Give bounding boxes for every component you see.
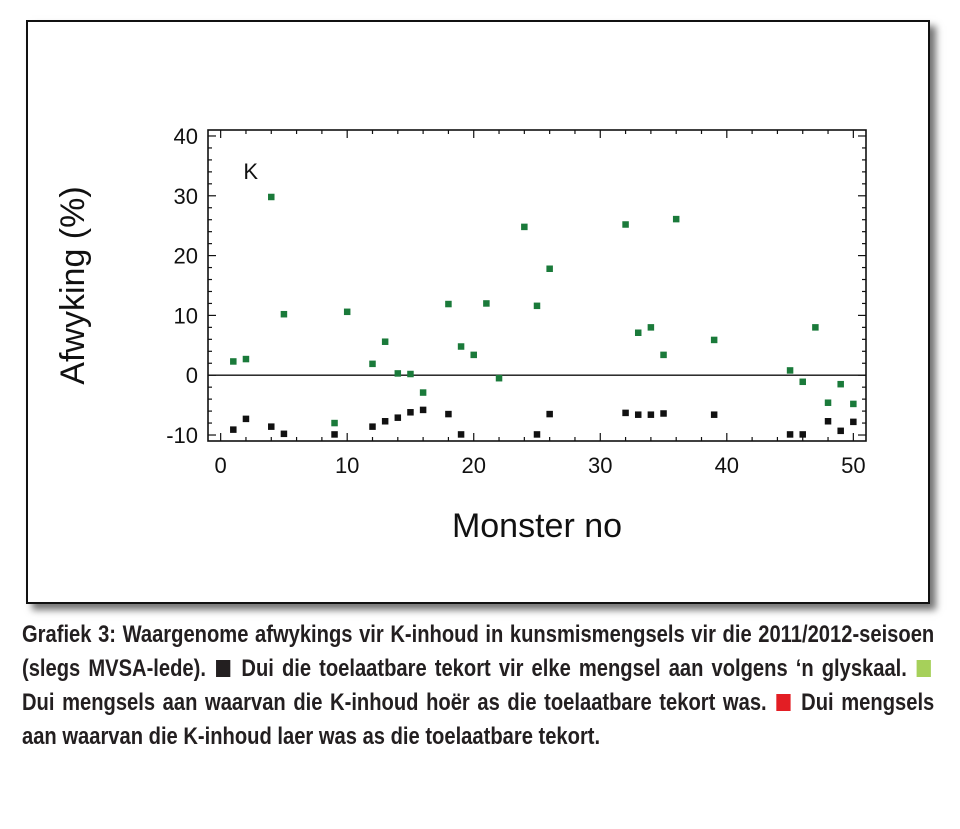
red-square-marker xyxy=(775,694,791,711)
green-data-point xyxy=(407,370,414,378)
black-square-marker xyxy=(215,660,230,677)
black-data-point xyxy=(280,430,288,438)
x-tick-label: 50 xyxy=(841,453,865,478)
y-tick-label: 30 xyxy=(174,184,198,209)
y-axis-label: Afwyking (%) xyxy=(54,186,92,384)
figure-caption: Grafiek 3: Waargenome afwykings vir K-in… xyxy=(22,618,934,754)
green-data-point xyxy=(647,324,655,331)
black-data-point xyxy=(457,431,465,438)
x-tick-label: 40 xyxy=(715,453,739,478)
black-data-point xyxy=(799,431,806,438)
black-data-point xyxy=(622,409,629,417)
y-tick-label: -10 xyxy=(166,423,198,448)
plot-border xyxy=(207,129,867,442)
green-data-point xyxy=(799,378,806,386)
chart-frame: 0 10 20 30 40 50 -10 0 10 20 30 40 K Monster no Afw… xyxy=(26,20,930,604)
x-tick-label: 20 xyxy=(461,453,485,478)
green-data-point xyxy=(230,358,237,365)
green-data-point xyxy=(242,355,250,363)
black-data-point xyxy=(369,423,376,430)
green-data-point xyxy=(457,343,465,350)
black-data-point xyxy=(407,409,414,416)
green-square-marker xyxy=(916,660,931,677)
black-data-point xyxy=(824,418,832,425)
green-data-point xyxy=(533,302,541,310)
green-data-point xyxy=(812,324,819,331)
y-tick-label: 40 xyxy=(174,124,198,149)
green-data-point xyxy=(850,400,857,408)
black-data-point xyxy=(546,410,553,418)
x-tick-label: 0 xyxy=(215,453,227,478)
green-data-point xyxy=(710,336,718,344)
black-data-point xyxy=(660,410,667,417)
green-data-point xyxy=(394,370,402,377)
black-data-point xyxy=(533,431,541,438)
green-data-point xyxy=(660,351,667,359)
black-data-point xyxy=(850,418,857,426)
green-data-point xyxy=(622,221,629,228)
black-data-point xyxy=(634,411,642,418)
green-data-point xyxy=(331,419,338,427)
chart-annotation: K xyxy=(243,159,258,184)
black-data-point xyxy=(837,427,844,435)
black-data-point xyxy=(381,418,389,425)
green-data-point xyxy=(268,193,275,201)
x-axis-label: Monster no xyxy=(452,507,622,545)
x-tick-label: 10 xyxy=(335,453,359,478)
y-tick-label: 20 xyxy=(174,244,198,269)
caption-part-1: Grafiek 3: Waargenome afwykings vir K-in… xyxy=(22,621,935,682)
caption-part-2: Dui die toelaatbare tekort vir elke meng… xyxy=(241,655,907,682)
black-data-point xyxy=(445,410,452,418)
black-data-point xyxy=(230,426,237,433)
green-data-point xyxy=(546,265,553,273)
black-data-point xyxy=(647,411,655,418)
black-data-point xyxy=(394,414,402,421)
green-data-point xyxy=(837,380,844,388)
scatter-chart: 0 10 20 30 40 50 -10 0 10 20 30 40 K Monster no Afw… xyxy=(54,124,867,545)
green-data-point xyxy=(495,374,503,382)
green-data-point xyxy=(483,300,490,307)
green-data-point xyxy=(445,300,452,308)
green-data-point xyxy=(634,329,642,336)
green-data-point xyxy=(521,223,528,231)
black-data-point xyxy=(331,431,338,438)
y-tick-label: 0 xyxy=(186,363,198,388)
black-data-point xyxy=(419,406,427,414)
green-data-point xyxy=(786,367,794,374)
green-data-point xyxy=(672,215,680,223)
green-data-point xyxy=(419,389,427,396)
green-data-point xyxy=(381,338,389,345)
green-data-point xyxy=(470,351,477,359)
caption-part-4: Dui mengsels aan waarvan die K-inhoud la… xyxy=(22,689,935,750)
green-data-point xyxy=(343,308,351,316)
green-data-point xyxy=(369,360,376,368)
black-data-point xyxy=(710,411,718,418)
x-tick-label: 30 xyxy=(588,453,612,478)
green-data-point xyxy=(824,399,832,406)
y-tick-label: 10 xyxy=(174,303,198,328)
caption-part-3: Dui mengsels aan waarvan die K-inhoud ho… xyxy=(22,689,767,716)
black-data-point xyxy=(242,415,250,423)
green-data-point xyxy=(280,310,288,318)
black-data-point xyxy=(786,431,794,438)
black-data-point xyxy=(268,423,275,430)
